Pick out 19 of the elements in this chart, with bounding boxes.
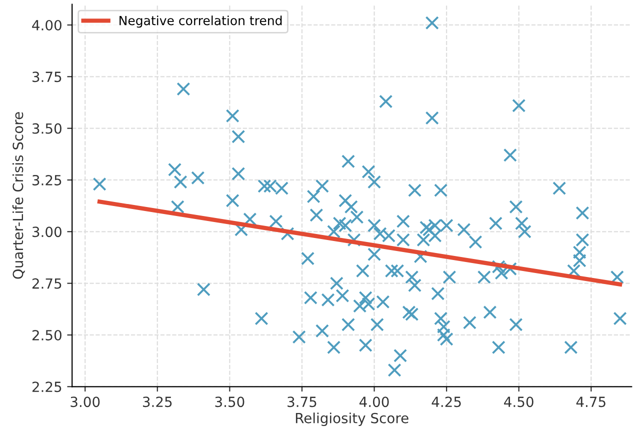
x-tick-label: 4.00	[359, 396, 389, 408]
y-tick-label: 4.00	[32, 20, 62, 30]
x-tick-label: 3.75	[288, 396, 316, 408]
y-tick-label: 2.75	[32, 278, 62, 289]
x-tick-label: 4.50	[504, 396, 534, 408]
y-tick-label: 3.75	[32, 72, 62, 82]
x-tick-label: 3.50	[215, 396, 244, 408]
y-tick-label: 3.00	[32, 226, 62, 238]
x-tick-label: 3.25	[142, 396, 172, 408]
y-tick-label: 3.50	[32, 123, 62, 134]
x-tick-label: 4.25	[432, 396, 461, 408]
x-tick-label: 3.00	[70, 396, 100, 408]
legend-label: Negative correlation trend	[120, 16, 282, 28]
y-tick-label: 3.25	[32, 174, 62, 186]
y-tick-label: 2.50	[32, 330, 62, 340]
y-axis-title: Quarter-Life Crisis Score	[12, 112, 25, 279]
x-tick-label: 4.75	[576, 396, 606, 408]
x-axis-title: Religiosity Score	[296, 412, 408, 426]
y-tick-label: 2.25	[32, 382, 62, 392]
